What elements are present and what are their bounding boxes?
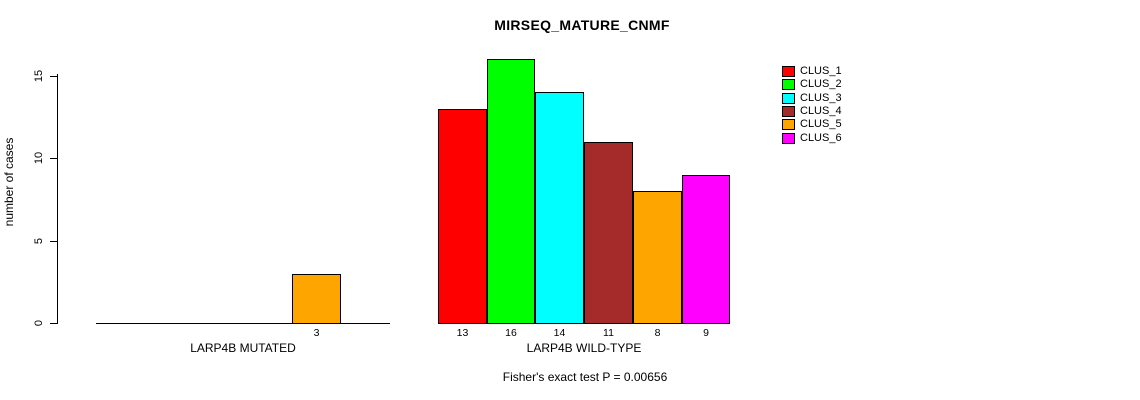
bar-clus-3 xyxy=(535,92,584,324)
bar-value-label: 16 xyxy=(505,327,517,339)
bar-clus-6 xyxy=(682,175,730,324)
bar-clus-5 xyxy=(633,191,682,324)
legend-swatch xyxy=(782,66,795,78)
y-axis-tick-label: 10 xyxy=(33,151,45,165)
bar-value-label: 3 xyxy=(313,327,320,339)
legend-label: CLUS_6 xyxy=(800,131,842,144)
legend-item: CLUS_4 xyxy=(782,105,842,118)
bar-clus-4 xyxy=(584,142,633,324)
legend-swatch xyxy=(782,106,795,118)
chart-legend: CLUS_1 CLUS_2 CLUS_3 CLUS_4 CLUS_5 CLUS_6 xyxy=(782,65,842,145)
legend-item: CLUS_6 xyxy=(782,131,842,144)
y-axis-tick xyxy=(50,76,57,77)
legend-label: CLUS_4 xyxy=(800,105,842,118)
bar-value-label: 8 xyxy=(654,327,661,339)
y-axis-tick-label: 0 xyxy=(33,319,45,327)
legend-swatch xyxy=(782,132,795,144)
legend-swatch xyxy=(782,79,795,91)
legend-label: CLUS_5 xyxy=(800,118,842,131)
bar-value-label: 9 xyxy=(703,327,709,339)
bar-value-label: 13 xyxy=(456,327,469,339)
bar-clus-5 xyxy=(292,274,341,324)
bar-clus-2 xyxy=(487,59,535,324)
y-axis-tick-label: 5 xyxy=(33,237,45,245)
chart-title: MIRSEQ_MATURE_CNMF xyxy=(494,17,670,33)
legend-swatch xyxy=(782,92,795,104)
legend-item: CLUS_1 xyxy=(782,65,842,78)
legend-item: CLUS_3 xyxy=(782,92,842,105)
bar-value-label: 14 xyxy=(553,327,566,339)
group-label: LARP4B WILD-TYPE xyxy=(526,341,642,355)
fisher-test-annotation: Fisher's exact test P = 0.00656 xyxy=(502,370,668,384)
legend-label: CLUS_1 xyxy=(800,65,842,78)
y-axis-label: number of cases xyxy=(2,137,16,227)
legend-label: CLUS_3 xyxy=(800,91,842,104)
legend-item: CLUS_5 xyxy=(782,118,842,131)
y-axis-tick xyxy=(50,158,57,159)
y-axis-tick xyxy=(50,323,57,324)
y-axis-tick-label: 15 xyxy=(33,69,45,83)
y-axis-tick xyxy=(50,241,57,242)
legend-swatch xyxy=(782,119,795,131)
bar-value-label: 11 xyxy=(603,327,614,339)
x-axis-baseline xyxy=(96,323,390,324)
legend-item: CLUS_2 xyxy=(782,78,842,91)
legend-label: CLUS_2 xyxy=(800,78,842,91)
group-label: LARP4B MUTATED xyxy=(190,341,296,355)
bar-clus-1 xyxy=(438,109,487,324)
y-axis-line xyxy=(57,74,58,324)
